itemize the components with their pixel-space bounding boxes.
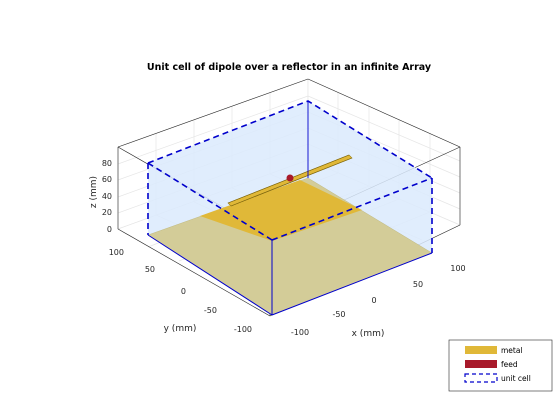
y-tick-label: -100 bbox=[234, 325, 252, 334]
x-tick-label: 100 bbox=[450, 264, 465, 273]
x-axis-label: x (mm) bbox=[352, 329, 385, 339]
x-axis: -100 -50 0 50 100 x (mm) bbox=[291, 264, 466, 339]
y-axis: 100 50 0 -50 -100 y (mm) bbox=[109, 248, 252, 334]
figure-title: Unit cell of dipole over a reflector in … bbox=[147, 62, 432, 73]
y-axis-label: y (mm) bbox=[164, 324, 197, 334]
legend-label-metal: metal bbox=[501, 346, 523, 355]
x-tick-label: -100 bbox=[291, 328, 309, 337]
z-tick-label: 0 bbox=[107, 225, 112, 234]
y-tick-label: 100 bbox=[109, 248, 124, 257]
legend-swatch-feed bbox=[465, 360, 497, 368]
z-tick-label: 40 bbox=[102, 192, 112, 201]
x-tick-label: 50 bbox=[413, 280, 423, 289]
unit-cell-outline bbox=[147, 100, 433, 316]
z-tick-label: 60 bbox=[102, 175, 112, 184]
legend-label-unit-cell: unit cell bbox=[501, 374, 531, 383]
feed-point bbox=[286, 174, 294, 182]
x-tick-label: -50 bbox=[332, 310, 345, 319]
unit-cell-walls bbox=[148, 101, 432, 253]
metal-reflector bbox=[200, 180, 362, 241]
legend-swatch-unit-cell bbox=[464, 373, 498, 383]
y-tick-label: -50 bbox=[204, 306, 217, 315]
y-tick-label: 0 bbox=[181, 287, 186, 296]
y-tick-label: 50 bbox=[145, 265, 155, 274]
z-axis-label: z (mm) bbox=[89, 176, 99, 208]
z-axis: 0 20 40 60 80 z (mm) bbox=[89, 159, 112, 234]
z-tick-label: 20 bbox=[102, 208, 112, 217]
legend-swatch-metal bbox=[465, 346, 497, 354]
legend-label-feed: feed bbox=[501, 360, 518, 369]
x-tick-label: 0 bbox=[371, 296, 376, 305]
legend: metal feed unit cell bbox=[448, 339, 553, 392]
z-tick-label: 80 bbox=[102, 159, 112, 168]
